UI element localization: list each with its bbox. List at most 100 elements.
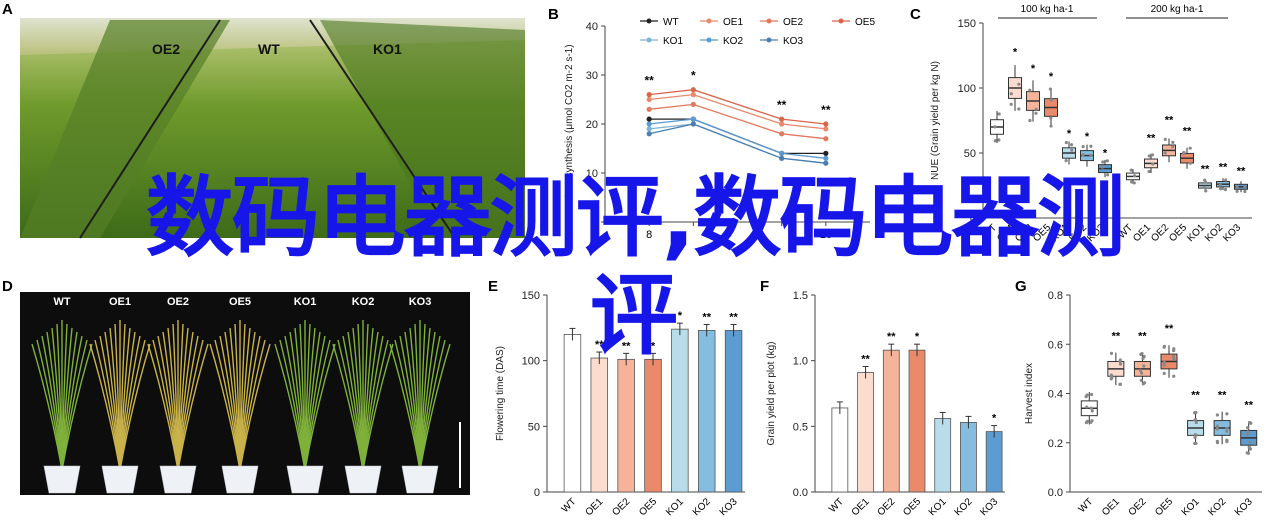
x-tick-label: 16	[820, 229, 832, 241]
box-point	[1090, 392, 1094, 397]
data-point	[823, 155, 829, 161]
y-tick-label: 50	[528, 421, 540, 433]
significance-mark: **	[622, 340, 631, 352]
box-point	[1235, 185, 1239, 189]
box-point	[1163, 137, 1167, 141]
panel-c-chart: C 0 50 100 150 NUE (Grain yield per kg N) 100 …	[910, 4, 1252, 244]
bar	[724, 330, 743, 493]
legend-label: KO1	[663, 36, 683, 47]
bar	[831, 407, 849, 493]
data-point	[690, 87, 696, 93]
plant-pot	[221, 465, 259, 494]
x-tick-label: KO3	[1221, 222, 1243, 244]
y-tick-label: 150	[958, 18, 976, 30]
box-point	[1129, 180, 1134, 184]
y-tick-label: 0	[592, 217, 598, 229]
box-point	[1172, 357, 1176, 361]
panel-d-photo: WT OE1 OE2 OE5 KO1 KO2 KO3	[20, 292, 470, 495]
box-point	[1215, 424, 1220, 428]
significance-mark: **	[861, 353, 870, 365]
box-point	[1219, 187, 1223, 191]
data-point	[646, 106, 652, 112]
box-point	[1048, 87, 1053, 91]
group-label: 200 kg ha-1	[1151, 4, 1204, 15]
legend-marker	[646, 37, 652, 43]
x-tick-label: KO3	[1233, 496, 1255, 518]
bar	[644, 358, 662, 493]
y-axis-title: Photosynthesis (μmol CO2 m-2 s-1)	[564, 44, 575, 203]
plant-pot	[401, 465, 439, 494]
box-point	[1245, 451, 1249, 455]
series-line	[649, 118, 826, 159]
y-tick-label: 1.5	[793, 290, 808, 302]
box-point	[1218, 183, 1222, 187]
box-point	[1243, 189, 1247, 194]
plant-stem	[61, 343, 93, 471]
box-point	[1089, 153, 1093, 158]
legend-marker	[766, 37, 772, 43]
box-point	[1172, 374, 1176, 378]
box-point	[1245, 432, 1249, 437]
panel-letter-g: G	[1015, 278, 1027, 295]
significance-mark: **	[1183, 125, 1192, 137]
x-tick-label: KO2	[1206, 496, 1228, 518]
panel-f-chart: F 0.0 0.5 1.0 1.5 Grain yield per plot (kg) WT…	[760, 278, 1005, 518]
box-point	[1171, 140, 1175, 145]
panel-letter-a: A	[2, 1, 13, 18]
y-tick-label: 0	[534, 487, 540, 499]
significance-mark: **	[1219, 162, 1228, 174]
x-tick-label: OE5	[637, 496, 659, 518]
significance-mark: *	[691, 69, 696, 83]
y-tick-label: 1.0	[793, 356, 808, 368]
box-point	[1081, 153, 1085, 157]
box-point	[1163, 151, 1167, 155]
box-point	[1109, 351, 1114, 355]
plant-pot	[101, 465, 139, 494]
significance-mark: *	[678, 310, 683, 322]
bar	[882, 349, 900, 493]
legend-label: OE1	[723, 17, 743, 28]
box-point	[1249, 421, 1253, 425]
box-point	[997, 138, 1001, 142]
box-point	[1118, 358, 1122, 362]
significance-mark: **	[821, 103, 831, 117]
box-point	[1085, 419, 1090, 423]
photo-label: KO1	[373, 41, 402, 57]
box-point	[1085, 393, 1089, 397]
x-tick-label: OE1	[1100, 496, 1122, 518]
y-tick-label: 0.0	[793, 487, 808, 499]
box-point	[1049, 124, 1053, 128]
significance-mark: **	[1165, 114, 1174, 126]
legend-label: OE2	[783, 17, 803, 28]
box-point	[1248, 440, 1252, 445]
box-point	[993, 125, 997, 129]
plant-pot	[344, 465, 382, 494]
box-point	[1225, 438, 1229, 442]
box-point	[1069, 143, 1074, 147]
panel-letter: E	[488, 278, 498, 295]
x-tick-label: OE2	[1013, 222, 1035, 244]
box-point	[1151, 162, 1155, 166]
x-tick-label: KO1	[1185, 222, 1207, 244]
significance-mark: *	[992, 413, 997, 425]
box-point	[1162, 360, 1166, 364]
y-axis-title: NUE (Grain yield per kg N)	[930, 61, 941, 180]
box-point	[1132, 181, 1136, 185]
box-point	[1141, 356, 1145, 361]
box-point	[1109, 377, 1113, 381]
x-tick-label: KO1	[1180, 496, 1202, 518]
data-point	[646, 116, 652, 122]
x-tick-label: OE5	[1167, 222, 1189, 244]
x-tick-label: KO1	[927, 496, 949, 518]
box-point	[993, 139, 997, 143]
data-point	[690, 101, 696, 107]
box-point	[1100, 165, 1105, 169]
box-point	[1194, 420, 1198, 425]
box-point	[1140, 371, 1144, 375]
box-point	[997, 112, 1001, 116]
y-tick-label: 0.2	[1048, 438, 1063, 450]
photo-label: OE2	[152, 41, 180, 57]
panel-b-chart: B 0 10 20 30 40 Photosynthesis (μmol CO2 m-2 s…	[548, 6, 875, 241]
box-point	[1172, 347, 1176, 351]
significance-mark: *	[1031, 63, 1036, 75]
